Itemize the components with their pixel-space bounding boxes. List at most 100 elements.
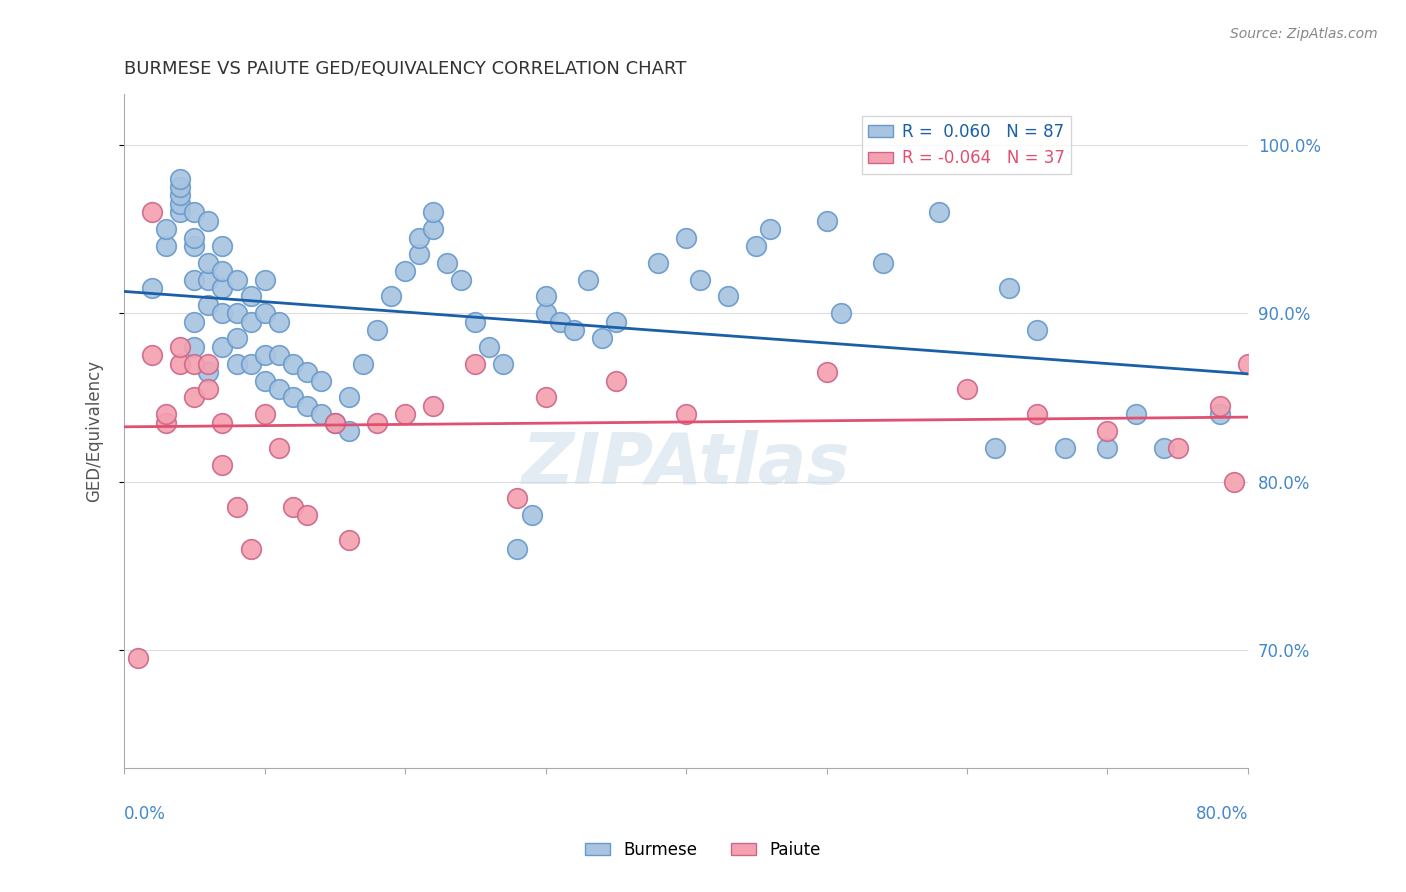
Point [1209,399,1232,413]
Point [155,407,177,421]
Point [253,272,276,286]
Point [815,365,838,379]
Point [253,348,276,362]
Point [295,508,318,523]
Point [605,315,627,329]
Point [984,441,1007,455]
Point [998,281,1021,295]
Point [211,281,233,295]
Point [520,508,543,523]
Point [197,298,219,312]
Point [183,272,205,286]
Point [675,230,697,244]
Text: ZIPAtlas: ZIPAtlas [522,430,851,500]
Point [197,213,219,227]
Point [422,222,444,236]
Point [591,331,613,345]
Point [239,315,262,329]
Point [183,357,205,371]
Point [211,458,233,472]
Point [169,180,191,194]
Point [225,500,247,514]
Point [169,197,191,211]
Point [492,357,515,371]
Point [211,264,233,278]
Point [759,222,782,236]
Point [141,348,163,362]
Point [323,416,346,430]
Point [197,365,219,379]
Legend: Burmese, Paiute: Burmese, Paiute [579,835,827,866]
Text: 80.0%: 80.0% [1195,805,1249,822]
Y-axis label: GED/Equivalency: GED/Equivalency [86,360,103,502]
Point [239,289,262,303]
Legend: R =  0.060   N = 87, R = -0.064   N = 37: R = 0.060 N = 87, R = -0.064 N = 37 [862,116,1071,174]
Point [928,205,950,219]
Point [450,272,472,286]
Point [830,306,852,320]
Point [267,315,290,329]
Point [155,222,177,236]
Point [394,407,416,421]
Point [155,239,177,253]
Point [183,205,205,219]
Point [183,230,205,244]
Point [127,651,149,665]
Point [225,272,247,286]
Point [352,357,374,371]
Point [534,306,557,320]
Point [1054,441,1077,455]
Point [253,374,276,388]
Text: Source: ZipAtlas.com: Source: ZipAtlas.com [1230,27,1378,41]
Point [717,289,740,303]
Point [422,205,444,219]
Point [1097,441,1119,455]
Point [464,357,486,371]
Point [295,365,318,379]
Point [366,416,388,430]
Point [534,289,557,303]
Point [197,272,219,286]
Point [548,315,571,329]
Point [267,382,290,396]
Point [380,289,402,303]
Point [534,391,557,405]
Point [647,256,669,270]
Point [956,382,979,396]
Point [253,407,276,421]
Point [169,340,191,354]
Point [169,357,191,371]
Point [225,306,247,320]
Point [239,541,262,556]
Point [506,491,529,506]
Point [141,205,163,219]
Point [183,239,205,253]
Point [169,205,191,219]
Text: BURMESE VS PAIUTE GED/EQUIVALENCY CORRELATION CHART: BURMESE VS PAIUTE GED/EQUIVALENCY CORREL… [124,60,686,78]
Point [506,541,529,556]
Point [464,315,486,329]
Point [183,391,205,405]
Point [872,256,894,270]
Point [295,399,318,413]
Point [1223,475,1246,489]
Point [183,315,205,329]
Point [197,256,219,270]
Point [745,239,768,253]
Point [337,533,360,548]
Point [1026,323,1049,337]
Point [408,247,430,261]
Point [281,500,304,514]
Point [211,340,233,354]
Point [1026,407,1049,421]
Point [1237,357,1260,371]
Point [478,340,501,354]
Point [675,407,697,421]
Point [309,407,332,421]
Point [1097,424,1119,438]
Point [141,281,163,295]
Point [562,323,585,337]
Point [197,357,219,371]
Point [225,357,247,371]
Point [281,357,304,371]
